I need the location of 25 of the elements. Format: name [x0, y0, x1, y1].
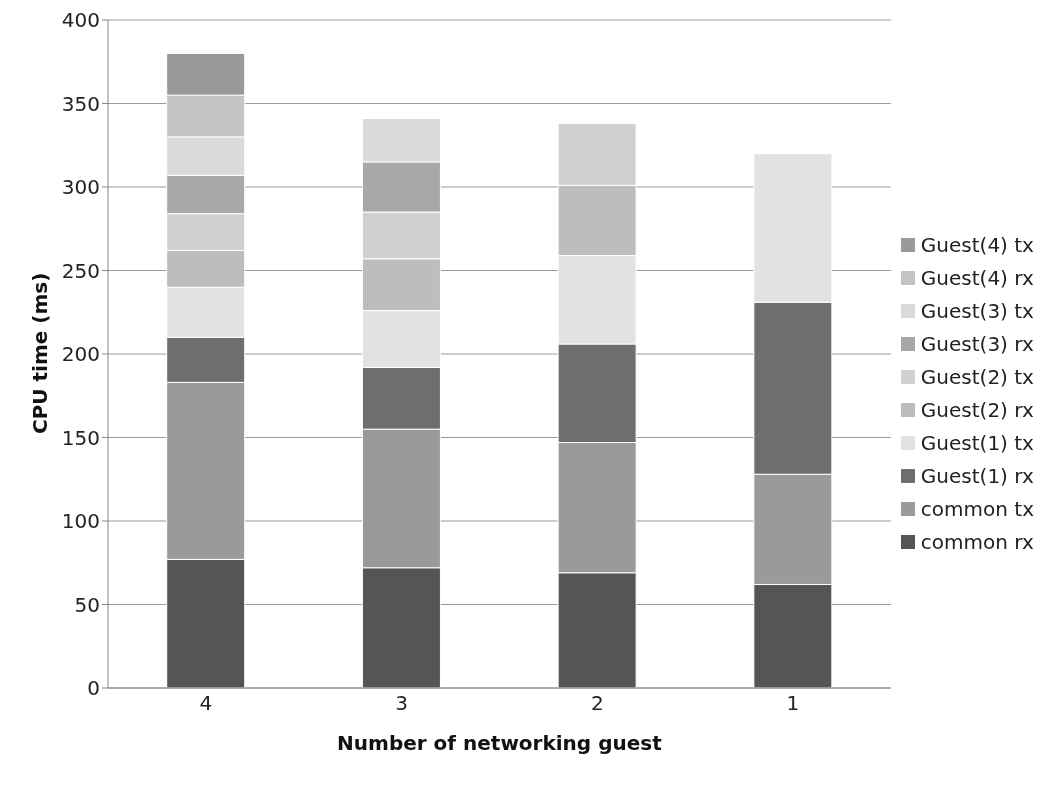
legend-label: Guest(4) tx	[920, 232, 1034, 257]
x-tick-label: 4	[199, 691, 213, 716]
x-tick-label: 2	[590, 691, 604, 716]
legend-label: Guest(2) rx	[920, 397, 1034, 422]
x-tick-label: 1	[786, 691, 800, 716]
y-tick-label: 250	[61, 258, 100, 283]
y-tick-label: 400	[61, 8, 100, 33]
legend-label: Guest(3) tx	[920, 298, 1034, 323]
x-tick-label: 3	[395, 691, 408, 716]
y-tick-label: 0	[87, 676, 100, 701]
x-axis-title: Number of networking guest	[337, 731, 663, 755]
y-tick-label: 300	[61, 175, 100, 200]
legend-label: Guest(4) rx	[920, 265, 1034, 290]
y-tick-label: 200	[61, 342, 100, 367]
y-tick-label: 100	[61, 509, 100, 534]
legend-label: Guest(3) rx	[920, 331, 1034, 356]
y-tick-label: 350	[61, 91, 100, 116]
legend-label: common rx	[920, 529, 1034, 554]
legend-label: common tx	[920, 496, 1034, 521]
legend-label: Guest(1) tx	[920, 430, 1034, 455]
legend-label: Guest(1) rx	[920, 463, 1034, 488]
y-axis-title: CPU time (ms)	[28, 272, 53, 434]
y-tick-label: 50	[74, 592, 100, 617]
y-tick-label: 150	[61, 425, 100, 450]
legend-label: Guest(2) tx	[920, 364, 1034, 389]
